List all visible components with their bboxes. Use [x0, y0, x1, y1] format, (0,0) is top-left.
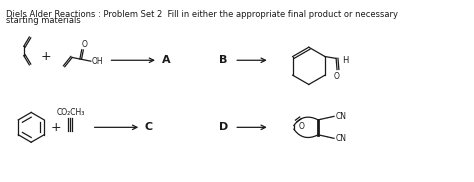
- Text: OH: OH: [92, 57, 103, 66]
- Text: Diels Alder Reactions : Problem Set 2  Fill in either the appropriate final prod: Diels Alder Reactions : Problem Set 2 Fi…: [6, 10, 398, 19]
- Text: CN: CN: [336, 112, 347, 121]
- Text: CN: CN: [336, 134, 347, 143]
- Text: CO₂CH₃: CO₂CH₃: [56, 108, 84, 117]
- Text: D: D: [219, 122, 228, 132]
- Text: starting materials: starting materials: [6, 17, 81, 25]
- Text: O: O: [334, 72, 340, 81]
- Text: O: O: [82, 40, 87, 49]
- Text: A: A: [162, 55, 170, 65]
- Text: O: O: [299, 122, 304, 131]
- Text: B: B: [219, 55, 228, 65]
- Text: H: H: [342, 56, 348, 65]
- Text: C: C: [145, 122, 153, 132]
- Text: +: +: [51, 121, 62, 134]
- Text: +: +: [41, 50, 51, 63]
